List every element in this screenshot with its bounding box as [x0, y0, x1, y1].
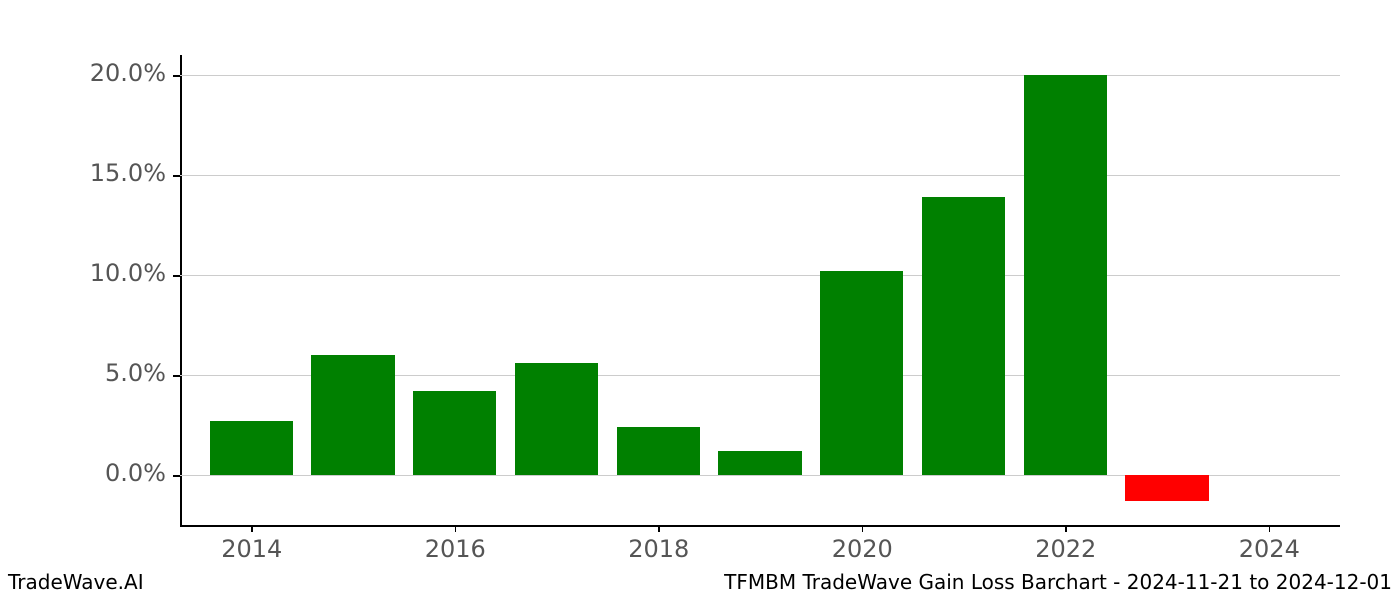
y-tick — [173, 75, 180, 77]
y-tick — [173, 175, 180, 177]
y-tick-label: 0.0% — [105, 459, 166, 487]
x-tick — [1065, 525, 1067, 532]
y-tick — [173, 475, 180, 477]
gain-loss-barchart: 0.0% 5.0% 10.0% 15.0% 20.0% 2014 2016 2018 2020 2… — [0, 0, 1400, 600]
gridline — [180, 275, 1340, 276]
x-tick — [455, 525, 457, 532]
y-tick — [173, 275, 180, 277]
gridline — [180, 75, 1340, 76]
y-tick-label: 5.0% — [105, 359, 166, 387]
bar — [413, 391, 496, 475]
y-axis — [180, 55, 182, 525]
chart-caption: TFMBM TradeWave Gain Loss Barchart - 202… — [724, 570, 1392, 594]
watermark-left: TradeWave.AI — [8, 570, 144, 594]
bar — [311, 355, 394, 475]
x-tick — [658, 525, 660, 532]
x-axis — [180, 525, 1340, 527]
y-tick-label: 10.0% — [90, 259, 166, 287]
bar — [617, 427, 700, 475]
bar — [210, 421, 293, 475]
bar — [1024, 75, 1107, 475]
y-tick — [173, 375, 180, 377]
x-tick-label: 2016 — [425, 535, 486, 563]
gridline — [180, 175, 1340, 176]
bar — [515, 363, 598, 475]
x-tick-label: 2018 — [628, 535, 689, 563]
x-tick-label: 2014 — [221, 535, 282, 563]
y-tick-label: 20.0% — [90, 59, 166, 87]
bar — [820, 271, 903, 475]
y-tick-label: 15.0% — [90, 159, 166, 187]
bar — [922, 197, 1005, 475]
x-tick-label: 2020 — [832, 535, 893, 563]
bar — [1125, 475, 1208, 501]
x-tick-label: 2022 — [1035, 535, 1096, 563]
x-tick-label: 2024 — [1239, 535, 1300, 563]
x-tick — [1269, 525, 1271, 532]
x-tick — [251, 525, 253, 532]
bar — [718, 451, 801, 475]
x-tick — [862, 525, 864, 532]
